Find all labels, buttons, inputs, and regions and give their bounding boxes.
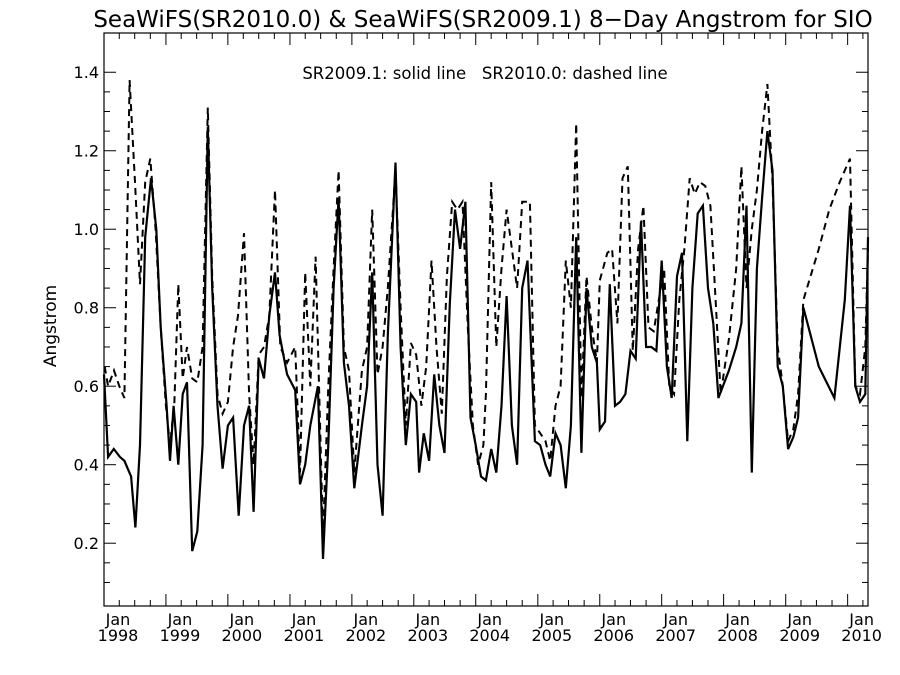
series-line-sr2009-1	[102, 127, 870, 559]
chart-title: SeaWiFS(SR2010.0) & SeaWiFS(SR2009.1) 8−…	[93, 7, 872, 33]
y-tick-label: 1.2	[74, 142, 99, 161]
x-tick-year-label: 2010	[841, 626, 882, 645]
x-tick-month-label: Jan	[414, 610, 440, 629]
x-tick-year-label: 2008	[717, 626, 758, 645]
x-tick-month-label: Jan	[353, 610, 379, 629]
series-lines	[102, 80, 870, 559]
y-tick-label: 0.6	[74, 377, 99, 396]
y-axis-label: Angstrom	[41, 285, 61, 367]
series-style-note: SR2009.1: solid line SR2010.0: dashed li…	[302, 64, 667, 83]
x-tick-month-label: Jan	[291, 610, 317, 629]
x-tick-month-label: Jan	[724, 610, 750, 629]
y-tick-label: 1.4	[74, 63, 99, 82]
x-tick-month-label: Jan	[786, 610, 812, 629]
y-tick-label: 0.2	[74, 534, 99, 553]
x-tick-year-label: 2001	[284, 626, 325, 645]
x-tick-month-label: Jan	[167, 610, 193, 629]
x-tick-month-label: Jan	[476, 610, 502, 629]
plot-frame	[103, 32, 869, 607]
x-tick-month-label: Jan	[229, 610, 255, 629]
x-tick-month-label: Jan	[848, 610, 874, 629]
x-tick-year-label: 2003	[407, 626, 448, 645]
x-tick-month-label: Jan	[538, 610, 564, 629]
x-tick-month-label: Jan	[105, 610, 131, 629]
series-line-sr2010-0	[103, 80, 869, 536]
x-tick-month-label: Jan	[662, 610, 688, 629]
x-tick-month-label: Jan	[600, 610, 626, 629]
x-tick-year-label: 2002	[346, 626, 387, 645]
x-tick-year-label: 2000	[221, 626, 262, 645]
y-tick-label: 0.8	[74, 299, 99, 318]
x-tick-year-label: 1998	[98, 626, 139, 645]
axis-ticks: 0.20.40.60.81.01.21.4Jan1998Jan1999Jan20…	[74, 33, 882, 645]
x-tick-year-label: 2006	[593, 626, 634, 645]
x-tick-year-label: 1999	[160, 626, 201, 645]
x-tick-year-label: 2004	[469, 626, 510, 645]
x-tick-year-label: 2007	[655, 626, 696, 645]
y-tick-label: 1.0	[74, 220, 99, 239]
x-tick-year-label: 2005	[531, 626, 572, 645]
y-tick-label: 0.4	[74, 456, 99, 475]
x-tick-year-label: 2009	[779, 626, 820, 645]
